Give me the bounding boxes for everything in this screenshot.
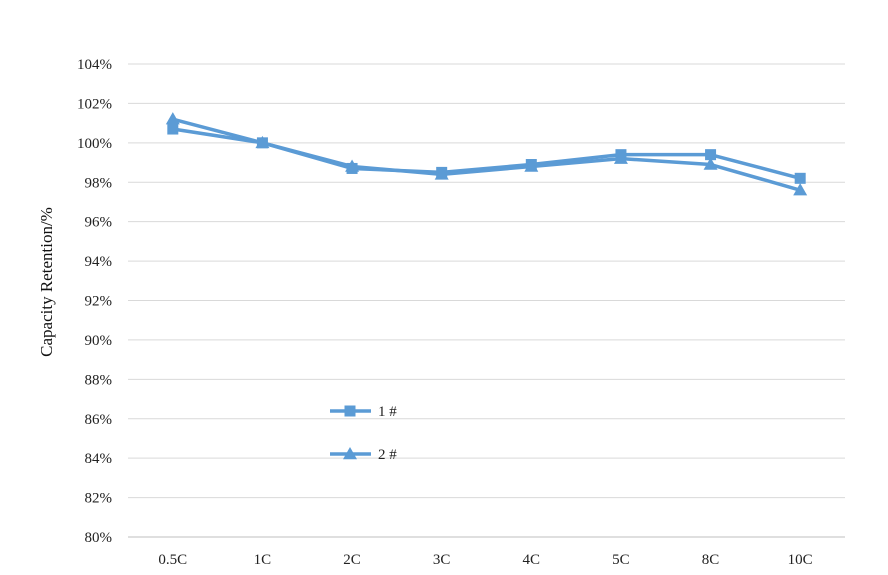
y-axis-ticks: 80% 82% 84% 86% 88% 90% 92% 94% 96% 98% 100% 102% 10… (77, 57, 112, 546)
y-axis-title: Capacity Retention/% (37, 207, 56, 357)
x-tick-label: 1C (254, 552, 272, 568)
y-tick-label: 100% (77, 136, 112, 152)
data-point (613, 151, 628, 164)
data-point (434, 167, 449, 180)
y-tick-label: 84% (85, 451, 113, 467)
y-tick-label: 88% (85, 372, 113, 388)
x-tick-label: 4C (523, 552, 541, 568)
legend-label: 1 # (378, 404, 397, 420)
x-tick-label: 0.5C (158, 552, 187, 568)
y-tick-label: 80% (85, 530, 113, 546)
legend: 1 # 2 # (330, 404, 397, 463)
data-point (167, 123, 179, 135)
x-axis-ticks: 0.5C 1C 2C 3C 4C 5C 8C 10C (158, 552, 812, 568)
x-tick-label: 10C (788, 552, 813, 568)
y-tick-label: 98% (85, 175, 113, 191)
series-2 (165, 112, 808, 196)
x-tick-label: 8C (702, 552, 720, 568)
series-group (165, 112, 808, 196)
y-tick-label: 86% (85, 412, 113, 428)
data-point (705, 149, 717, 161)
data-point (703, 157, 718, 170)
series-1 (167, 123, 806, 184)
legend-label: 2 # (378, 447, 397, 463)
x-tick-label: 5C (612, 552, 630, 568)
y-tick-label: 104% (77, 57, 112, 73)
data-point (165, 112, 180, 125)
y-tick-label: 82% (85, 491, 113, 507)
data-point (524, 159, 539, 172)
data-point (793, 183, 808, 196)
data-point (345, 159, 360, 172)
legend-swatch-marker (343, 447, 357, 460)
legend-item: 2 # (330, 447, 397, 463)
y-tick-label: 90% (85, 333, 113, 349)
legend-swatch-marker (344, 405, 356, 417)
y-tick-label: 94% (85, 254, 113, 270)
data-point (255, 135, 270, 149)
legend-item: 1 # (330, 404, 397, 420)
series-line (172, 117, 801, 192)
x-tick-label: 2C (343, 552, 361, 568)
y-tick-label: 96% (85, 215, 113, 231)
gridlines (128, 63, 845, 538)
data-point (794, 172, 806, 184)
y-tick-label: 92% (85, 294, 113, 310)
y-tick-label: 102% (77, 96, 112, 112)
x-tick-label: 3C (433, 552, 451, 568)
